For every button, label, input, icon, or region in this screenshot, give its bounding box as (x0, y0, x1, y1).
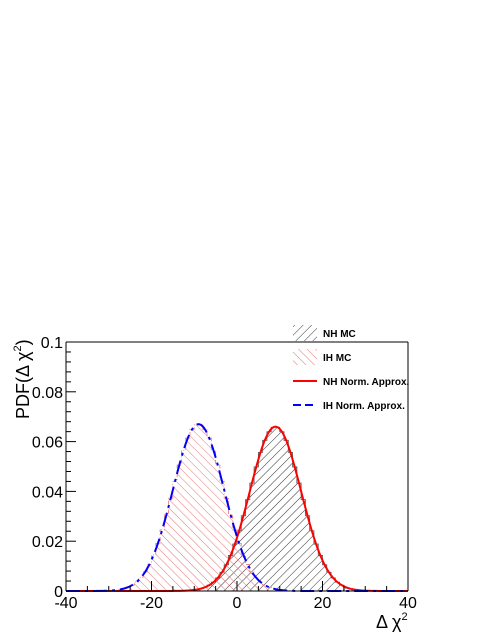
legend-label-ih-mc: IH MC (323, 353, 351, 364)
x-tick-label: -20 (140, 595, 163, 612)
legend-label-nh-mc: NH MC (323, 329, 356, 340)
legend-swatch-nh-mc (293, 325, 317, 341)
x-tick-label: 40 (399, 595, 417, 612)
histogram-ih-mc (66, 424, 408, 592)
x-tick-label: 0 (233, 595, 242, 612)
x-tick-label: 20 (314, 595, 332, 612)
y-tick-label: 0.08 (32, 385, 63, 402)
y-tick-label: 0.06 (32, 435, 63, 452)
curve-ih-norm-approx- (66, 423, 408, 592)
y-axis-title: PDF(Δ χ2) (12, 339, 33, 419)
y-tick-label: 0.1 (41, 335, 63, 352)
y-tick-label: 0.02 (32, 534, 63, 551)
y-tick-label: 0.04 (32, 484, 63, 501)
legend: NH MC IH MC NH Norm. Approx. IH Norm. Appro… (293, 325, 410, 412)
x-tick-label: -40 (54, 595, 77, 612)
y-tick-label: 0 (54, 584, 63, 601)
legend-label-nh-norm-approx-: NH Norm. Approx. (323, 377, 410, 388)
x-axis-title: Δ χ2 (376, 611, 408, 632)
legend-swatch-ih-mc (293, 349, 317, 365)
legend-label-ih-norm-approx-: IH Norm. Approx. (323, 401, 405, 412)
